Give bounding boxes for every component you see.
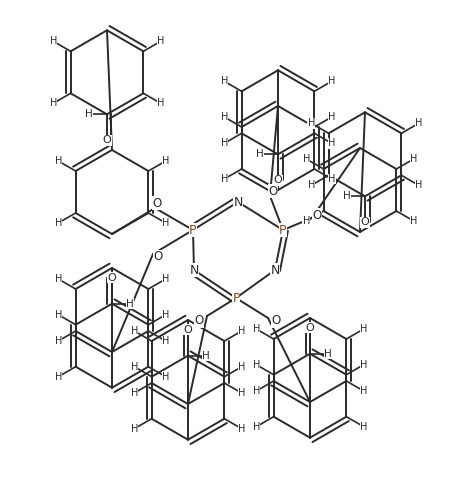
Text: O: O [274, 175, 282, 185]
Text: H: H [162, 156, 170, 166]
Text: H: H [343, 191, 351, 201]
Text: H: H [85, 109, 93, 119]
Text: H: H [157, 36, 164, 46]
Text: H: H [328, 76, 336, 86]
Text: H: H [360, 422, 368, 432]
Text: H: H [50, 36, 57, 46]
Text: H: H [253, 324, 260, 334]
Text: H: H [55, 274, 62, 284]
Text: H: H [256, 149, 264, 159]
Text: H: H [131, 362, 138, 372]
Text: H: H [410, 154, 417, 164]
Text: H: H [328, 112, 336, 122]
Text: H: H [303, 216, 310, 226]
Text: H: H [162, 274, 170, 284]
Text: H: H [55, 310, 62, 320]
Text: O: O [268, 185, 278, 197]
Text: H: H [162, 336, 170, 346]
Text: O: O [361, 218, 369, 227]
Text: H: H [308, 118, 315, 128]
Text: H: H [221, 112, 228, 122]
Text: H: H [221, 138, 228, 148]
Text: P: P [189, 223, 197, 237]
Text: H: H [131, 388, 138, 398]
Text: N: N [233, 195, 243, 209]
Text: H: H [126, 299, 134, 309]
Text: O: O [103, 136, 111, 145]
Text: O: O [194, 315, 203, 327]
Text: H: H [50, 98, 57, 109]
Text: P: P [279, 223, 287, 237]
Text: H: H [253, 386, 260, 396]
Text: H: H [328, 174, 336, 184]
Text: O: O [108, 273, 116, 283]
Text: H: H [55, 372, 62, 382]
Text: H: H [238, 362, 245, 372]
Text: H: H [253, 422, 260, 432]
Text: H: H [360, 324, 368, 334]
Text: H: H [162, 218, 170, 228]
Text: H: H [221, 76, 228, 86]
Text: H: H [360, 360, 368, 370]
Text: H: H [324, 349, 332, 359]
Text: H: H [221, 174, 228, 184]
Text: H: H [253, 360, 260, 370]
Text: O: O [153, 250, 163, 264]
Text: N: N [270, 264, 280, 276]
Text: H: H [410, 216, 417, 226]
Text: H: H [55, 336, 62, 346]
Text: H: H [328, 138, 336, 148]
Text: H: H [360, 386, 368, 396]
Text: O: O [306, 323, 314, 333]
Text: N: N [189, 264, 199, 276]
Text: H: H [162, 372, 170, 382]
Text: H: H [415, 180, 423, 191]
Text: O: O [272, 315, 281, 327]
Text: H: H [415, 118, 423, 128]
Text: O: O [152, 196, 161, 210]
Text: H: H [162, 310, 170, 320]
Text: H: H [55, 218, 62, 228]
Text: O: O [184, 325, 193, 335]
Text: P: P [232, 292, 240, 304]
Text: H: H [202, 351, 210, 361]
Text: H: H [55, 156, 62, 166]
Text: H: H [238, 424, 245, 434]
Text: H: H [303, 154, 310, 164]
Text: O: O [313, 209, 322, 221]
Text: H: H [131, 326, 138, 336]
Text: H: H [308, 180, 315, 191]
Text: H: H [238, 388, 245, 398]
Text: H: H [238, 326, 245, 336]
Text: H: H [157, 98, 164, 109]
Text: H: H [131, 424, 138, 434]
